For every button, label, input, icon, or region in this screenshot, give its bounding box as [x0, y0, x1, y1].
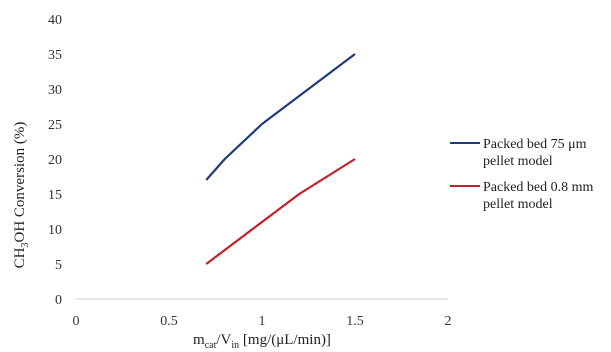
x-tick-label: 0.5 — [160, 314, 178, 329]
legend-item-75um: Packed bed 75 μm pellet model — [450, 137, 587, 169]
legend-label-75um-line1: Packed bed 75 μm — [483, 137, 587, 152]
legend-label-0-8mm-line1: Packed bed 0.8 mm — [483, 180, 594, 195]
x-axis-ticks: 0 0.5 1 1.5 2 — [73, 314, 452, 329]
y-tick-label: 35 — [48, 48, 62, 63]
series-lines — [205, 53, 356, 265]
y-tick-label: 20 — [48, 153, 62, 168]
series-line-1 — [205, 158, 356, 265]
legend-label-0-8mm-line2: pellet model — [483, 197, 553, 212]
x-tick-label: 2 — [445, 314, 452, 329]
y-tick-label: 15 — [48, 188, 62, 203]
series-line-0 — [205, 53, 356, 181]
y-tick-label: 0 — [55, 293, 62, 308]
y-tick-label: 25 — [48, 118, 62, 133]
x-tick-label: 1 — [259, 314, 266, 329]
y-tick-label: 10 — [48, 223, 62, 238]
y-tick-label: 5 — [55, 258, 62, 273]
y-axis-ticks: 0 5 10 15 20 25 30 35 40 — [48, 13, 62, 308]
legend-item-0-8mm: Packed bed 0.8 mm pellet model — [450, 180, 594, 212]
y-tick-label: 40 — [48, 13, 62, 28]
y-axis-title: CH3OH Conversion (%) — [12, 122, 31, 269]
x-tick-label: 1.5 — [346, 314, 364, 329]
y-tick-label: 30 — [48, 83, 62, 98]
legend-label-75um-line2: pellet model — [483, 154, 553, 169]
legend: Packed bed 75 μm pellet model Packed bed… — [450, 137, 594, 212]
x-axis-title: mcat/Vin [mg/(μL/min)] — [193, 332, 331, 351]
x-tick-label: 0 — [73, 314, 80, 329]
